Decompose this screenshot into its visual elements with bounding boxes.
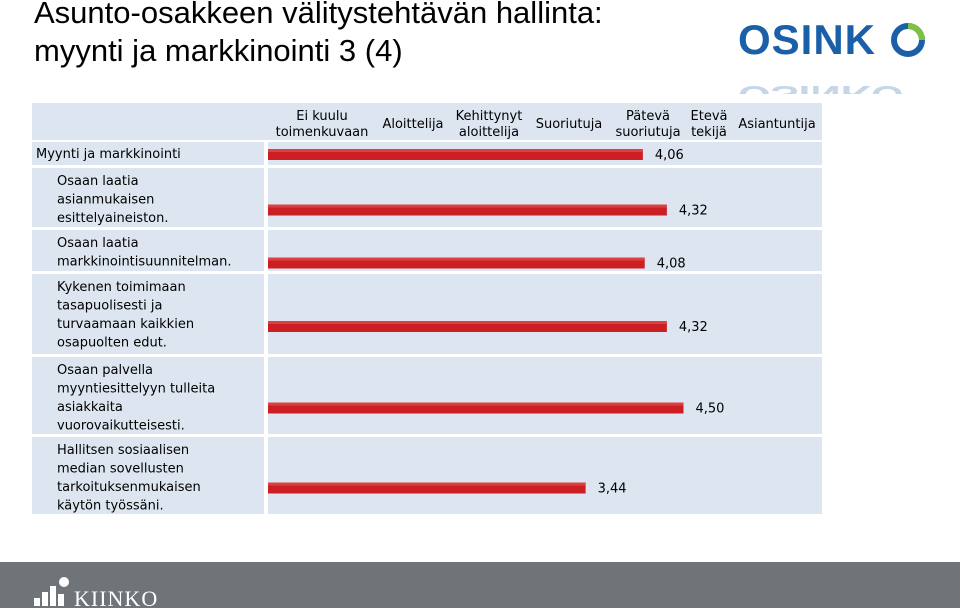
scale-label: Ei kuulu toimenkuvaan (276, 109, 369, 140)
category-panel (32, 357, 264, 434)
bar-highlight (268, 482, 586, 486)
category-panel (32, 142, 264, 165)
scale-label: Kehittynyt aloittelija (456, 109, 523, 140)
category-panel (32, 230, 264, 271)
category-panel (32, 168, 264, 227)
value-label: 4,08 (657, 257, 686, 272)
scale-label: Suoriutuja (536, 117, 603, 132)
bar (268, 402, 684, 414)
value-label: 4,06 (655, 148, 684, 163)
bar-highlight (268, 402, 684, 406)
bar-highlight (268, 149, 643, 152)
kiinko-logo-icon (34, 577, 69, 606)
title-line-2: myynti ja markkinointi 3 (4) (34, 33, 403, 68)
bar (268, 482, 586, 494)
value-label: 4,50 (696, 402, 725, 417)
category-label: Hallitsen sosiaalisen median sovellusten t… (57, 443, 201, 514)
category-label: Osaan palvella myyntiesittelyyn tulleita a… (57, 363, 215, 434)
bar-highlight (268, 204, 667, 208)
bar (268, 149, 643, 160)
svg-text:OSINKO: OSINKO (738, 80, 904, 94)
category-label: Osaan laatia markkinointisuunnitelman. (57, 236, 231, 270)
category-panel (32, 437, 264, 514)
bar-panel (268, 168, 822, 227)
page-title: Asunto-osakkeen välitystehtävän hallinta… (34, 0, 603, 70)
value-label: 4,32 (679, 320, 708, 335)
osinko-logo: OSINK OSINKO (738, 16, 925, 94)
title-line-1: Asunto-osakkeen välitystehtävän hallinta… (34, 0, 603, 30)
scale-label: Pätevä suoriutuja (615, 109, 680, 140)
footer: KIINKO (0, 562, 960, 611)
bar-highlight (268, 321, 667, 324)
scale-label: Asiantuntija (738, 117, 815, 132)
chart: Ei kuulu toimenkuvaan Aloittelija Kehittyny… (32, 103, 822, 514)
bar-highlight (268, 257, 645, 261)
bar-panel (268, 437, 822, 514)
scale-label: Aloittelija (382, 117, 443, 132)
category-label: Osaan laatia asianmukaisen esittelyaineist… (57, 174, 169, 226)
bar-panel (268, 274, 822, 354)
bar (268, 257, 645, 269)
svg-text:OSINK: OSINK (738, 16, 876, 63)
value-label: 3,44 (598, 482, 627, 497)
category-panel (32, 274, 264, 354)
header-panel (32, 103, 822, 140)
value-label: 4,32 (679, 204, 708, 219)
category-label: Myynti ja markkinointi (36, 147, 181, 162)
scale-label: Etevä tekijä (691, 109, 728, 140)
category-label: Kykenen toimimaan tasapuolisesti ja turvaa… (57, 280, 194, 351)
bar (268, 321, 667, 332)
kiinko-logo-text: KIINKO (74, 586, 159, 611)
bar (268, 204, 667, 216)
bar-panel (268, 357, 822, 434)
